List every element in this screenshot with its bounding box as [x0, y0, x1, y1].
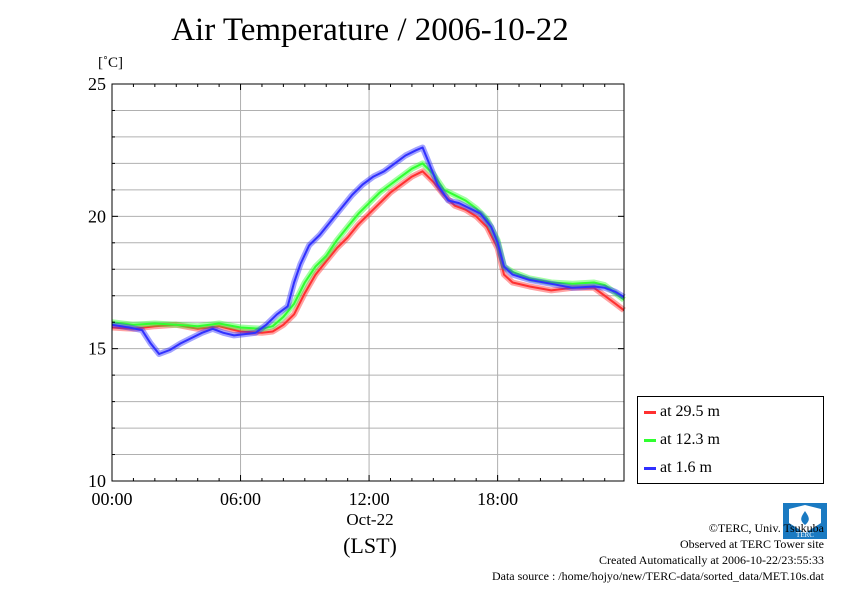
- legend-item: at 29.5 m: [644, 403, 720, 421]
- legend-swatch: [644, 438, 656, 442]
- grid-lines: [112, 84, 624, 481]
- series-line: [111, 146, 625, 355]
- observed-text: Observed at TERC Tower site: [679, 537, 824, 551]
- created-text: Created Automatically at 2006-10-22/23:5…: [599, 553, 824, 567]
- y-tick-label: 25: [88, 74, 106, 94]
- legend-item: at 12.3 m: [644, 431, 720, 449]
- series-layer: [111, 144, 626, 357]
- x-tick-label: 18:00: [477, 489, 518, 509]
- axis-ticks: 10 15 20 25 00:00 06:00 12:00 18:00: [88, 74, 624, 509]
- x-tick-label: 00:00: [91, 489, 132, 509]
- x-tick-label: 12:00: [349, 489, 390, 509]
- legend-item: at 1.6 m: [644, 459, 712, 477]
- x-axis-date-label: Oct-22: [346, 510, 394, 529]
- logo-text: TERC: [796, 531, 814, 539]
- legend-swatch: [644, 466, 656, 470]
- x-tick-label: 06:00: [220, 489, 261, 509]
- series-at-1-6-m: [111, 144, 626, 357]
- credits: ©TERC, Univ. Tsukuba Observed at TERC To…: [492, 520, 824, 584]
- series-line-halo: [111, 168, 626, 336]
- legend-label: at 12.3 m: [660, 431, 720, 448]
- legend-swatch: [644, 410, 656, 414]
- series-line: [111, 170, 625, 334]
- series-line: [111, 162, 625, 330]
- legend: at 29.5 m at 12.3 m at 1.6 m: [637, 396, 824, 484]
- legend-label: at 1.6 m: [660, 459, 712, 476]
- series-at-12-3-m: [111, 160, 626, 332]
- series-at-29-5-m: [111, 168, 626, 336]
- x-axis-timezone-label: (LST): [343, 533, 397, 558]
- series-line-halo: [111, 160, 626, 332]
- chart-title: Air Temperature / 2006-10-22: [171, 12, 569, 48]
- legend-label: at 29.5 m: [660, 403, 720, 420]
- plot-frame: [111, 83, 625, 482]
- y-tick-label: 20: [88, 206, 106, 226]
- copyright-text: ©TERC, Univ. Tsukuba: [708, 521, 824, 535]
- y-tick-label: 10: [88, 471, 106, 491]
- data-source-text: Data source : /home/hojyo/new/TERC-data/…: [491, 569, 824, 583]
- terc-logo-icon: TERC: [783, 503, 827, 539]
- y-tick-label: 15: [88, 339, 106, 359]
- y-axis-unit: [˚C]: [98, 55, 123, 71]
